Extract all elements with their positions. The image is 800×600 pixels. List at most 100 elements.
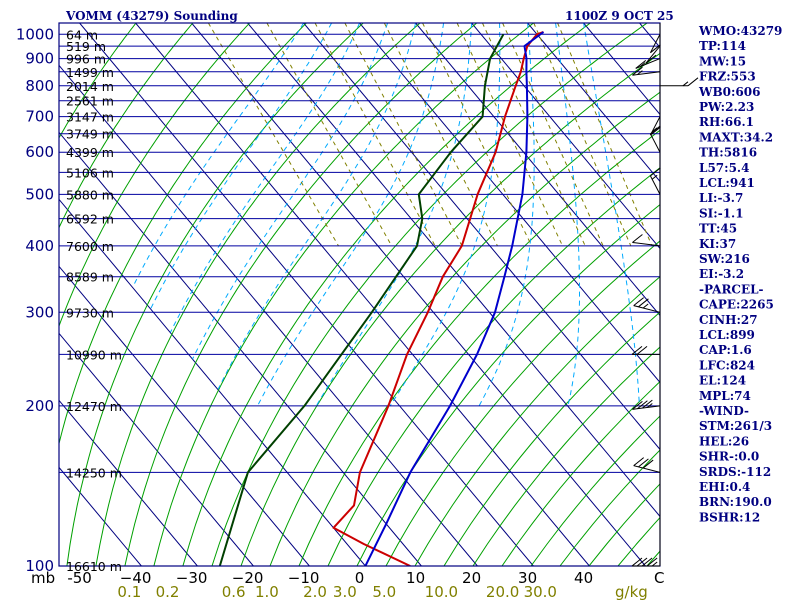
height-label: 5880 m bbox=[66, 187, 114, 202]
wind-barb-column bbox=[631, 34, 699, 567]
wind-barb-flag bbox=[631, 557, 643, 567]
isotherm-line bbox=[59, 332, 254, 566]
wind-barb bbox=[635, 58, 661, 69]
isotherm-line bbox=[59, 466, 142, 566]
index-label: L57:5.4 bbox=[699, 161, 749, 175]
isotherm-line bbox=[59, 198, 366, 566]
isotherm-line bbox=[471, 23, 660, 250]
diagram-grid bbox=[59, 23, 660, 566]
temperature-tick-label: 10 bbox=[406, 569, 425, 587]
isotherm-line bbox=[59, 131, 422, 566]
wind-barb-flag bbox=[633, 297, 645, 306]
wind-barb bbox=[632, 71, 661, 76]
mixing-ratio-label: 0.1 bbox=[117, 583, 141, 600]
index-label: SRDS:-112 bbox=[699, 465, 771, 479]
height-label: 8589 m bbox=[66, 270, 114, 285]
mixing-ratio-line bbox=[533, 23, 632, 247]
temperature-tick-label: 40 bbox=[574, 569, 593, 587]
height-label: 7600 m bbox=[66, 239, 114, 254]
isobar-lines bbox=[59, 33, 660, 567]
mixing-ratio-label: 0.2 bbox=[156, 583, 180, 600]
mixing-ratio-line bbox=[481, 23, 586, 247]
height-label: 2014 m bbox=[66, 79, 114, 94]
moist-adiabat-line bbox=[555, 23, 580, 407]
x-unit-label: mb bbox=[31, 569, 55, 587]
wind-barb bbox=[632, 405, 661, 410]
mixing-ratio-label: 30.0 bbox=[524, 583, 557, 600]
temperature-tick-label: −10 bbox=[288, 569, 320, 587]
wind-barb-half-flag bbox=[651, 127, 658, 133]
wind-barb-flag bbox=[632, 66, 643, 76]
index-label: PW:2.23 bbox=[699, 100, 754, 114]
dry-adiabat-line bbox=[443, 311, 660, 566]
height-label: 16610 m bbox=[66, 559, 122, 574]
index-label: BSHR:12 bbox=[699, 510, 760, 524]
dry-adiabat-line bbox=[59, 23, 250, 328]
index-label: LFC:824 bbox=[699, 358, 755, 372]
isotherm-line bbox=[79, 23, 534, 566]
index-label: SI:-1.1 bbox=[699, 206, 744, 220]
wind-barb bbox=[649, 34, 661, 53]
wind-barb-half-flag bbox=[647, 403, 653, 408]
temperature-tick-label: 0 bbox=[355, 569, 365, 587]
dry-adiabat-line bbox=[356, 204, 660, 566]
pressure-tick-label: 500 bbox=[25, 185, 54, 203]
index-label: TH:5816 bbox=[699, 146, 757, 160]
index-label: EL:124 bbox=[699, 374, 746, 388]
mixing-ratio-line bbox=[207, 23, 339, 247]
wind-barb-flag bbox=[632, 400, 643, 410]
mixing-ratio-line bbox=[422, 23, 533, 247]
wind-barb-flag bbox=[633, 457, 645, 467]
wind-barb-flag bbox=[636, 346, 648, 355]
isotherm-line bbox=[247, 23, 660, 518]
wind-barb bbox=[645, 45, 661, 64]
index-label: WMO:43279 bbox=[698, 24, 782, 38]
wind-barb-flag bbox=[650, 44, 661, 54]
height-label: 14250 m bbox=[66, 465, 122, 480]
index-label: LCL:899 bbox=[699, 328, 755, 342]
index-label: MAXT:34.2 bbox=[699, 130, 773, 144]
index-label: CAP:1.6 bbox=[699, 343, 752, 357]
height-label: 5106 m bbox=[66, 165, 114, 180]
index-label: TP:114 bbox=[699, 39, 746, 53]
moist-adiabat-line bbox=[478, 23, 535, 407]
wind-barb-flag bbox=[631, 346, 643, 355]
celsius-label: C bbox=[654, 569, 664, 587]
height-label: 996 m bbox=[66, 52, 106, 67]
wind-barb-flag bbox=[650, 126, 661, 136]
moist-adiabat-line bbox=[389, 23, 501, 407]
isotherm-line bbox=[359, 23, 660, 384]
wind-barb bbox=[633, 465, 661, 473]
dry-adiabat-line bbox=[124, 23, 478, 566]
index-label: HEL:26 bbox=[699, 434, 749, 448]
wind-barb bbox=[649, 133, 661, 153]
dry-adiabat-line bbox=[66, 23, 364, 566]
height-label: 4399 m bbox=[66, 145, 114, 160]
index-label: STM:261/3 bbox=[699, 419, 772, 433]
index-label: -WIND- bbox=[699, 404, 749, 418]
index-label: BRN:190.0 bbox=[699, 495, 772, 509]
mixing-ratio-line bbox=[344, 23, 463, 247]
height-label: 64 m bbox=[66, 27, 98, 42]
mixing-ratio-unit: g/kg bbox=[615, 583, 648, 600]
wind-barb-flag bbox=[645, 54, 657, 64]
index-label: WB0:606 bbox=[698, 85, 760, 99]
mixing-ratio-line bbox=[314, 23, 436, 247]
moist-adiabat-line bbox=[192, 23, 389, 360]
wind-barb bbox=[632, 241, 661, 247]
dry-adiabat-line bbox=[385, 240, 660, 566]
index-label: FRZ:553 bbox=[699, 70, 756, 84]
temperature-tick-label: 20 bbox=[462, 569, 481, 587]
moist-adiabat-line bbox=[169, 23, 361, 333]
dry-adiabat-line bbox=[269, 91, 660, 566]
height-label: 9730 m bbox=[66, 305, 114, 320]
pressure-tick-label: 100 bbox=[25, 557, 54, 575]
height-label: 519 m bbox=[66, 39, 106, 54]
dry-adiabat-line bbox=[95, 23, 421, 566]
index-label: RH:66.1 bbox=[699, 115, 754, 129]
temperature-tick-label: -50 bbox=[67, 569, 92, 587]
wind-barb-flag bbox=[642, 399, 653, 409]
wind-barb-flag bbox=[636, 557, 648, 567]
height-label: 10990 m bbox=[66, 347, 122, 362]
